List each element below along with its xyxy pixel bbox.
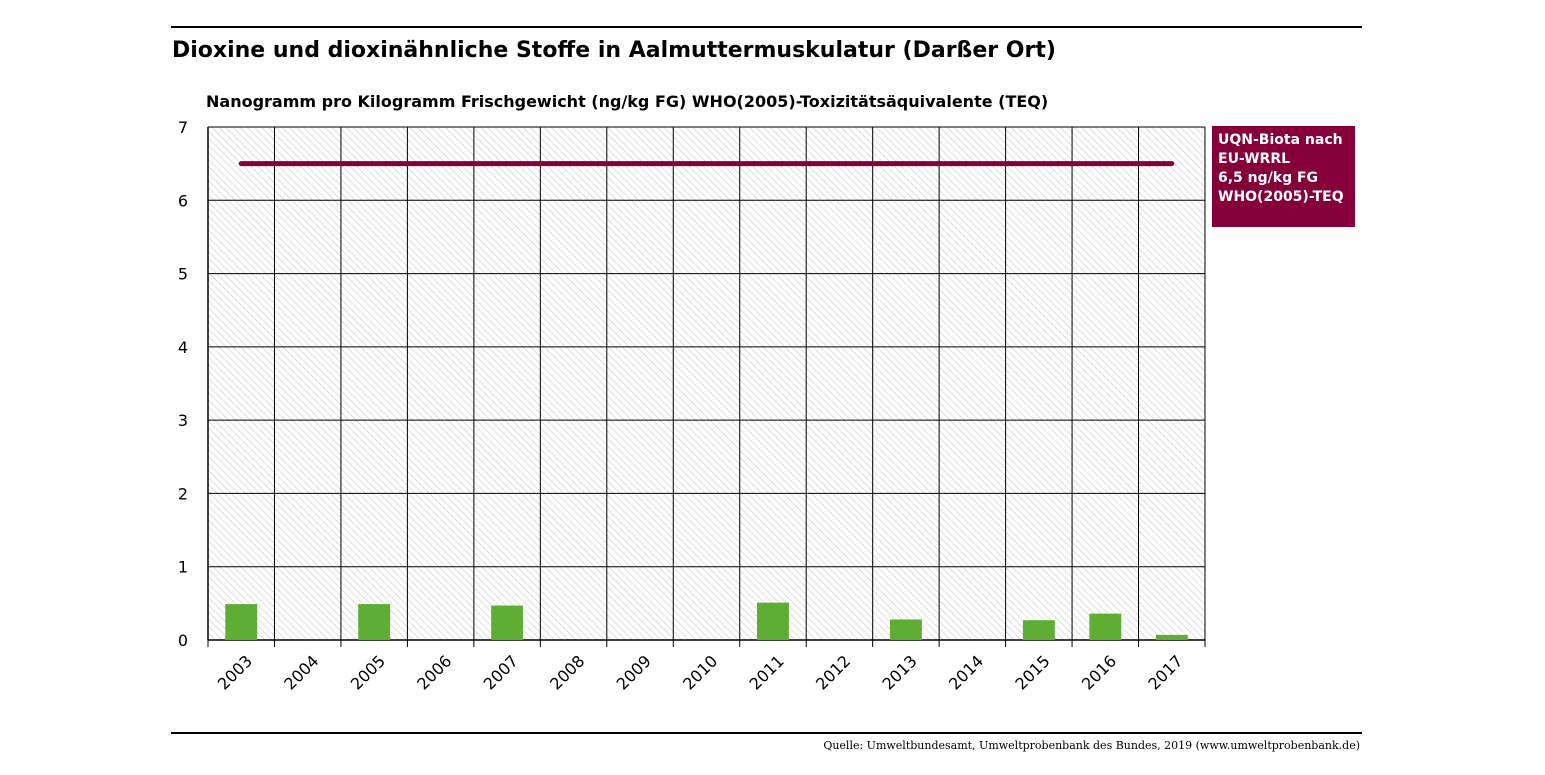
bar-2005 [358, 604, 391, 640]
x-tick-label-2008: 2008 [546, 651, 588, 693]
x-tick-label-2011: 2011 [746, 651, 788, 693]
x-tick-label-2012: 2012 [812, 651, 854, 693]
x-tick-label-2006: 2006 [413, 651, 455, 693]
source-note: Quelle: Umweltbundesamt, Umweltprobenban… [823, 739, 1360, 752]
y-tick-label: 4 [178, 338, 188, 357]
y-axis-label: Nanogramm pro Kilogramm Frischgewicht (n… [206, 92, 1049, 111]
y-tick-label: 6 [178, 191, 188, 210]
chart-title: Dioxine und dioxinähnliche Stoffe in Aal… [172, 38, 1056, 63]
x-tick-label-2007: 2007 [480, 651, 522, 693]
reference-line-legend: UQN-Biota nach EU-WRRL 6,5 ng/kg FG WHO(… [1212, 126, 1355, 227]
bar-2015 [1022, 620, 1055, 640]
legend-line-2: EU-WRRL [1218, 151, 1291, 167]
legend-line-1: UQN-Biota nach [1218, 132, 1343, 148]
y-tick-label: 3 [178, 411, 188, 430]
bottom-rule [171, 732, 1362, 734]
bar-2013 [889, 619, 922, 640]
x-tick-label-2015: 2015 [1011, 651, 1053, 693]
bar-2017 [1155, 634, 1188, 640]
y-tick-label: 1 [178, 558, 188, 577]
y-tick-label: 7 [178, 118, 188, 137]
y-tick-label: 0 [178, 631, 188, 650]
bar-2016 [1089, 613, 1122, 640]
legend-line-4: WHO(2005)-TEQ [1218, 189, 1344, 205]
x-tick-label-2009: 2009 [613, 651, 655, 693]
x-tick-label-2010: 2010 [679, 651, 721, 693]
bar-2007 [491, 605, 524, 640]
x-tick-label-2016: 2016 [1078, 651, 1120, 693]
bar-2003 [225, 604, 258, 640]
legend-line-3: 6,5 ng/kg FG [1218, 170, 1319, 186]
x-tick-label-2005: 2005 [347, 651, 389, 693]
bar-2011 [757, 602, 789, 640]
x-tick-label-2014: 2014 [945, 651, 987, 693]
y-tick-label: 5 [178, 265, 188, 284]
x-tick-label-2004: 2004 [280, 651, 322, 693]
x-tick-label-2003: 2003 [214, 651, 256, 693]
x-tick-label-2017: 2017 [1144, 651, 1186, 693]
x-tick-label-2013: 2013 [879, 651, 921, 693]
top-rule [171, 26, 1362, 28]
plot-area [208, 127, 1205, 640]
y-tick-label: 2 [178, 484, 188, 503]
